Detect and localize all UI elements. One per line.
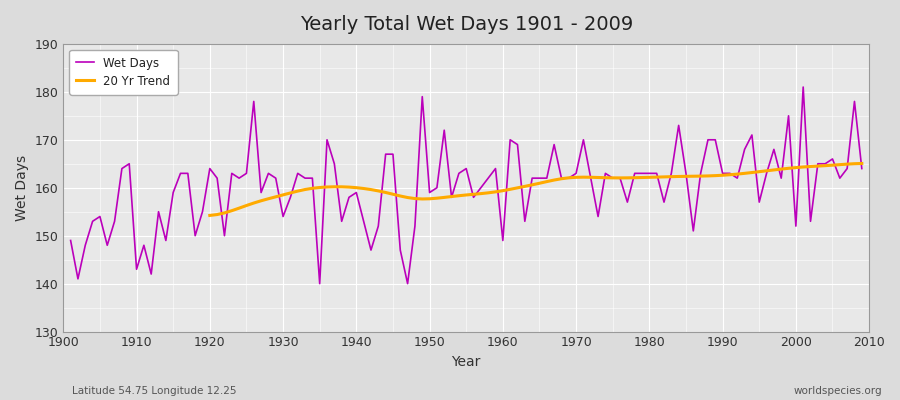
Wet Days [124,161,135,166]
Wet Days [314,281,325,286]
Wet Days [593,214,604,219]
20 Yr Trend [761,168,772,173]
Wet Days [797,85,808,90]
Y-axis label: Wet Days: Wet Days [15,155,29,221]
Wet Days [337,219,347,224]
20 Yr Trend [402,195,413,200]
20 Yr Trend [204,213,215,218]
Line: 20 Yr Trend: 20 Yr Trend [210,164,862,216]
Legend: Wet Days, 20 Yr Trend: Wet Days, 20 Yr Trend [69,50,177,95]
20 Yr Trend [659,174,670,179]
Line: Wet Days: Wet Days [70,87,862,284]
Text: worldspecies.org: worldspecies.org [794,386,882,396]
Text: Latitude 54.75 Longitude 12.25: Latitude 54.75 Longitude 12.25 [72,386,237,396]
Wet Days [505,137,516,142]
20 Yr Trend [746,170,757,175]
20 Yr Trend [857,161,868,166]
Wet Days [65,238,76,243]
X-axis label: Year: Year [452,355,481,369]
20 Yr Trend [827,163,838,168]
Wet Days [285,195,296,200]
Title: Yearly Total Wet Days 1901 - 2009: Yearly Total Wet Days 1901 - 2009 [300,15,633,34]
20 Yr Trend [292,189,303,194]
Wet Days [857,166,868,171]
Wet Days [498,238,508,243]
